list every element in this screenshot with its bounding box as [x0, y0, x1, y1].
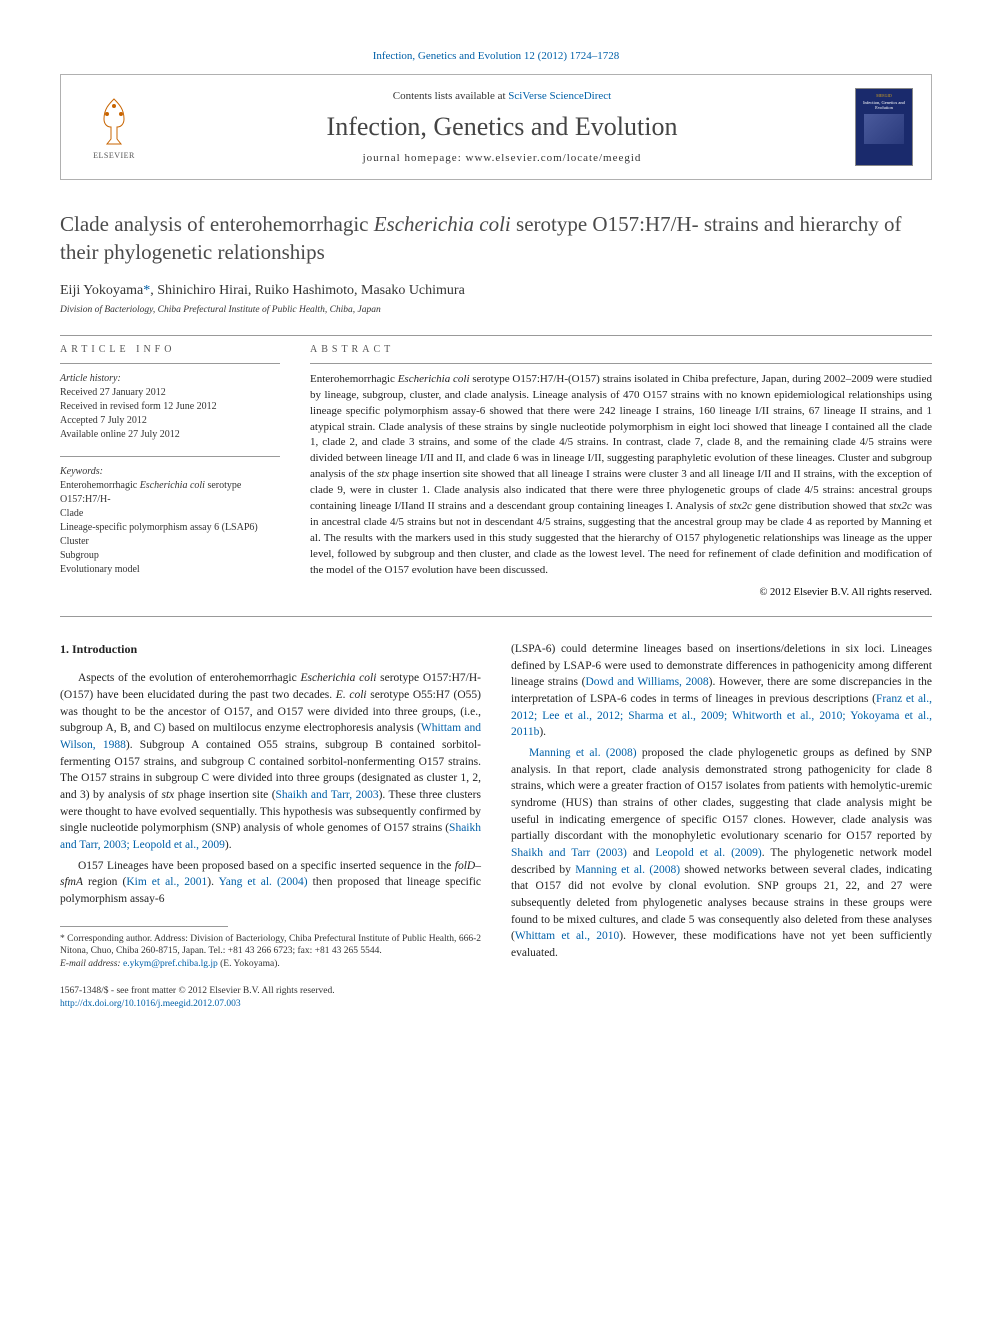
cover-mid-label: Infection, Genetics and Evolution: [860, 100, 908, 110]
footer-issn: 1567-1348/$ - see front matter © 2012 El…: [60, 986, 335, 996]
cite-manning-2008[interactable]: Manning et al. (2008): [529, 747, 637, 759]
footnote-email-post: (E. Yokoyama).: [218, 959, 280, 969]
article-info-label: ARTICLE INFO: [60, 344, 280, 355]
homepage-prefix: journal homepage:: [363, 152, 466, 164]
rule-keywords: [60, 456, 280, 457]
corresponding-author-footnote: * Corresponding author. Address: Divisio…: [60, 933, 481, 971]
abs-mid3: gene distribution showed that: [752, 500, 889, 512]
intro-p4: Manning et al. (2008) proposed the clade…: [511, 745, 932, 962]
p1-em2: E. coli: [336, 689, 367, 701]
cite-whittam-2010[interactable]: Whittam et al., 2010: [515, 930, 619, 942]
rule-body: [60, 616, 932, 617]
keywords-label: Keywords:: [60, 466, 103, 477]
cite-shaikh-tarr-2003[interactable]: Shaikh and Tarr, 2003: [276, 789, 379, 801]
article-title: Clade analysis of enterohemorrhagic Esch…: [60, 210, 932, 267]
p1-pre: Aspects of the evolution of enterohemorr…: [78, 672, 300, 684]
p4-mid2: and: [627, 847, 656, 859]
footnote-separator: [60, 926, 228, 927]
intro-heading: 1. Introduction: [60, 641, 481, 658]
contents-lists-line: Contents lists available at SciVerse Sci…: [169, 90, 835, 102]
cite-manning-2008b[interactable]: Manning et al. (2008): [575, 864, 680, 876]
p1-mid4: phage insertion site (: [174, 789, 275, 801]
title-pre: Clade analysis of enterohemorrhagic: [60, 212, 374, 236]
footer-doi-link[interactable]: http://dx.doi.org/10.1016/j.meegid.2012.…: [60, 999, 241, 1009]
rule-info: [60, 363, 280, 364]
kw1-em: Escherichia coli: [140, 480, 205, 491]
history-revised: Received in revised form 12 June 2012: [60, 401, 217, 412]
abs-em3: stx2c: [729, 500, 752, 512]
affiliation: Division of Bacteriology, Chiba Prefectu…: [60, 305, 932, 315]
abs-em1: Escherichia coli: [398, 373, 470, 385]
journal-header-box: ELSEVIER Contents lists available at Sci…: [60, 74, 932, 180]
page-footer: 1567-1348/$ - see front matter © 2012 El…: [60, 985, 481, 1011]
intro-p2: O157 Lineages have been proposed based o…: [60, 858, 481, 908]
header-citation[interactable]: Infection, Genetics and Evolution 12 (20…: [60, 50, 932, 62]
history-accepted: Accepted 7 July 2012: [60, 415, 147, 426]
abstract-label: ABSTRACT: [310, 344, 932, 355]
abs-em2: stx: [377, 468, 389, 480]
abs-pre: Enterohemorrhagic: [310, 373, 398, 385]
kw6: Evolutionary model: [60, 564, 140, 575]
p2-mid1: region (: [83, 876, 126, 888]
footnote-email-label: E-mail address:: [60, 959, 123, 969]
body-column-left: 1. Introduction Aspects of the evolution…: [60, 641, 481, 1011]
p1-em3: stx: [162, 789, 175, 801]
cite-shaikh-tarr-2003b[interactable]: Shaikh and Tarr (2003): [511, 847, 627, 859]
kw5: Subgroup: [60, 550, 99, 561]
cover-top-label: MEEGID: [876, 93, 892, 98]
cover-image: [864, 114, 904, 144]
contents-prefix: Contents lists available at: [393, 90, 508, 102]
keywords-block: Keywords: Enterohemorrhagic Escherichia …: [60, 465, 280, 577]
author-1: Eiji Yokoyama: [60, 283, 143, 298]
kw3: Lineage-specific polymorphism assay 6 (L…: [60, 522, 258, 533]
homepage-url[interactable]: www.elsevier.com/locate/meegid: [466, 152, 642, 164]
footnote-email-link[interactable]: e.ykym@pref.chiba.lg.jp: [123, 959, 218, 969]
author-list: Eiji Yokoyama*, Shinichiro Hirai, Ruiko …: [60, 283, 932, 299]
authors-rest: , Shinichiro Hirai, Ruiko Hashimoto, Mas…: [150, 283, 465, 298]
kw2: Clade: [60, 508, 83, 519]
kw4: Cluster: [60, 536, 89, 547]
journal-cover-thumbnail: MEEGID Infection, Genetics and Evolution: [855, 88, 913, 166]
body-column-right: (LSPA-6) could determine lineages based …: [511, 641, 932, 1011]
abstract-text: Enterohemorrhagic Escherichia coli serot…: [310, 372, 932, 579]
article-history: Article history: Received 27 January 201…: [60, 372, 280, 442]
history-received: Received 27 January 2012: [60, 387, 166, 398]
p1-post: ).: [225, 839, 232, 851]
cite-yang-2004[interactable]: Yang et al. (2004): [219, 876, 308, 888]
elsevier-tree-icon: [89, 94, 139, 149]
journal-homepage-line: journal homepage: www.elsevier.com/locat…: [169, 152, 835, 164]
p4-mid1: proposed the clade phylogenetic groups a…: [511, 747, 932, 842]
abstract-copyright: © 2012 Elsevier B.V. All rights reserved…: [310, 587, 932, 598]
rule-abstract: [310, 363, 932, 364]
rule-top: [60, 335, 932, 336]
abs-em4: stx2c: [889, 500, 912, 512]
intro-p3: (LSPA-6) could determine lineages based …: [511, 641, 932, 741]
abs-mid1: serotype O157:H7/H-(O157) strains isolat…: [310, 373, 932, 481]
kw1-pre: Enterohemorrhagic: [60, 480, 140, 491]
cite-dowd-williams-2008[interactable]: Dowd and Williams, 2008: [585, 676, 708, 688]
elsevier-label: ELSEVIER: [93, 151, 135, 160]
journal-name: Infection, Genetics and Evolution: [169, 112, 835, 142]
history-label: Article history:: [60, 373, 121, 384]
cite-leopold-2009[interactable]: Leopold et al. (2009): [655, 847, 761, 859]
title-species: Escherichia coli: [374, 212, 511, 236]
intro-p1: Aspects of the evolution of enterohemorr…: [60, 670, 481, 853]
p3-post: ).: [539, 726, 546, 738]
history-online: Available online 27 July 2012: [60, 429, 180, 440]
cite-kim-2001[interactable]: Kim et al., 2001: [126, 876, 207, 888]
p2-pre: O157 Lineages have been proposed based o…: [78, 860, 455, 872]
sciencedirect-link[interactable]: SciVerse ScienceDirect: [508, 90, 611, 102]
p2-mid2: ).: [207, 876, 218, 888]
elsevier-logo: ELSEVIER: [79, 87, 149, 167]
footnote-corr: * Corresponding author. Address: Divisio…: [60, 934, 481, 957]
p1-em1: Escherichia coli: [300, 672, 376, 684]
